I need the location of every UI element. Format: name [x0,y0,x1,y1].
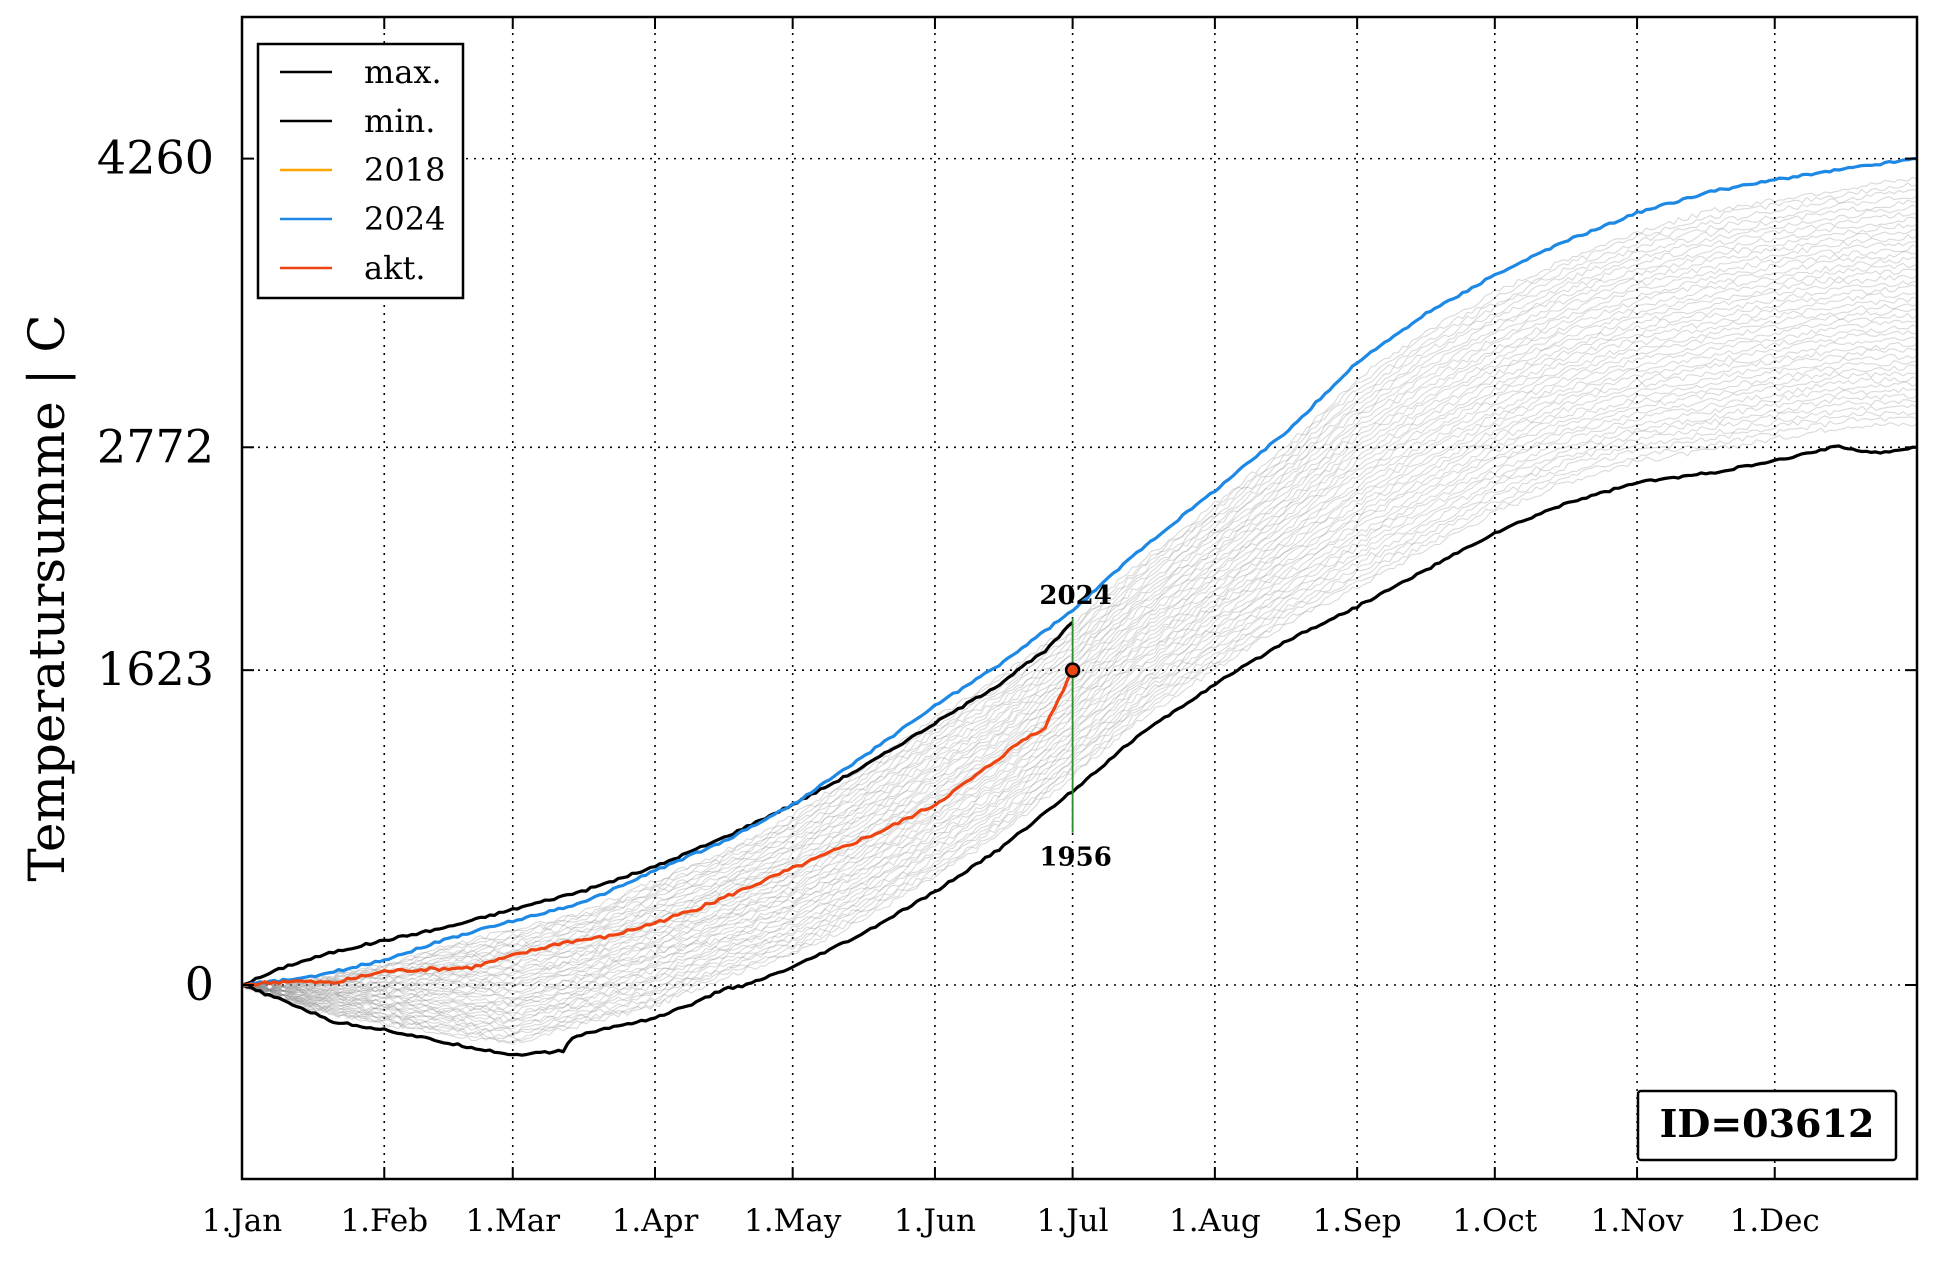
historic-year-line [241,347,1918,1013]
legend-label: 2024 [364,200,445,238]
series-line-max [241,620,1074,987]
historic-year-line [241,234,1918,990]
x-tick-label: 1.Feb [340,1203,428,1239]
historic-year-line [241,308,1918,1000]
historic-year-line [241,393,1918,1033]
x-tick-label: 1.Dec [1730,1203,1820,1239]
historic-year-line [241,241,1918,990]
historic-years-envelope [241,176,1918,1045]
today-marker [1064,662,1081,678]
historic-year-line [241,364,1918,1021]
annotation-max-year: 2024 [1039,581,1111,611]
series-line-2024 [241,157,1918,988]
legend-label: akt. [364,249,426,287]
historic-year-line [241,216,1918,988]
x-axis-ticks: 1.Jan 1.Feb 1.Mar 1.Apr 1.May 1.Jun 1.Jul 1.Aug… [202,17,1820,1239]
historic-year-line [241,244,1918,992]
legend-label: 2018 [364,151,445,189]
historic-year-line [241,251,1918,992]
historic-year-line [241,387,1918,1030]
historic-year-line [241,280,1918,995]
historic-year-line [241,319,1918,1002]
plot-frame [240,15,1919,1181]
historic-year-line [241,189,1918,987]
x-tick-label: 1.Nov [1591,1203,1684,1239]
historic-year-line [241,416,1918,1043]
historic-year-line [241,422,1918,1045]
historic-year-line [241,324,1918,1004]
historic-year-line [241,410,1918,1040]
x-tick-label: 1.Jul [1037,1203,1109,1239]
historic-year-line [241,176,1918,988]
today-overlay: 2024 1956 [1039,581,1111,873]
historic-year-line [241,268,1918,994]
y-tick-label: 2772 [97,419,214,473]
historic-year-line [241,399,1918,1037]
historic-year-line [241,199,1918,988]
series-line-min [241,444,1918,1057]
historic-year-line [241,359,1918,1018]
y-tick-label: 0 [185,957,214,1011]
legend-label: max. [364,53,442,91]
historic-year-line [241,376,1918,1025]
annotation-min-year: 1956 [1039,843,1111,873]
historic-year-line [241,211,1918,988]
x-tick-label: 1.Sep [1313,1203,1402,1239]
x-tick-label: 1.Oct [1452,1203,1537,1239]
historic-year-line [241,330,1918,1006]
historic-year-line [241,292,1918,997]
historic-year-line [241,204,1918,988]
x-tick-label: 1.Jan [202,1203,282,1239]
historic-year-line [241,222,1918,988]
historic-year-line [241,312,1918,1000]
historic-year-line [241,274,1918,995]
y-tick-label: 4260 [97,131,214,185]
legend-label: min. [364,102,435,140]
historic-year-line [241,336,1918,1008]
x-tick-label: 1.Aug [1169,1203,1261,1239]
y-axis-ticks: 0 1623 2772 4260 [97,131,1917,1011]
x-tick-label: 1.Apr [612,1203,699,1239]
legend: max. min. 2018 2024 akt. [256,42,465,300]
historic-year-line [241,353,1918,1014]
y-tick-label: 1623 [97,642,214,696]
historic-year-line [241,371,1918,1024]
id-box: ID=03612 [1636,1089,1898,1162]
historic-year-line [241,262,1918,993]
x-tick-label: 1.Jun [894,1203,976,1239]
historic-year-line [241,404,1918,1038]
x-tick-label: 1.Mar [465,1203,560,1239]
historic-year-line [241,284,1918,996]
series-line-akt [241,669,1075,987]
historic-year-line [241,182,1918,987]
series-lines [241,157,1918,1057]
historic-year-line [241,195,1918,988]
id-label: ID=03612 [1660,1101,1875,1146]
x-tick-label: 1.May [744,1203,842,1239]
historic-year-line [241,303,1918,999]
historic-year-line [241,381,1918,1028]
historic-year-line [241,296,1918,998]
historic-year-line [241,341,1918,1010]
y-axis-label: Temperatursumme | C [18,314,76,881]
id-box-frame [1636,1089,1898,1162]
